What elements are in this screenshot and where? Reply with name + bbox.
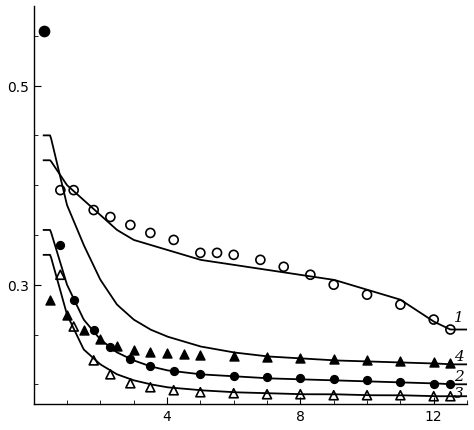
Point [127,380,134,387]
Point [256,257,264,264]
Point [213,250,221,257]
Point [90,207,98,214]
Point [107,344,114,351]
Point [263,374,271,381]
Point [80,326,88,333]
Text: 1: 1 [454,310,464,324]
Point [63,311,71,318]
Point [447,326,454,333]
Point [330,282,337,289]
Point [107,214,114,221]
Point [146,384,154,391]
Point [230,353,237,360]
Point [90,326,98,333]
Point [447,360,454,367]
Point [127,356,134,363]
Point [56,187,64,194]
Point [70,297,77,304]
Point [307,272,314,279]
Point [146,349,154,356]
Point [430,359,438,366]
Point [56,242,64,249]
Point [170,368,177,375]
Point [430,316,438,323]
Point [363,292,371,298]
Point [330,376,337,383]
Point [46,297,54,304]
Point [297,391,304,398]
Point [280,264,288,270]
Text: 2: 2 [454,369,464,384]
Point [297,375,304,382]
Point [170,237,177,244]
Point [447,393,454,400]
Point [197,371,204,378]
Point [97,336,104,343]
Point [330,356,337,363]
Point [430,381,438,388]
Text: 3: 3 [454,386,464,400]
Point [397,358,404,365]
Text: 4: 4 [454,350,464,363]
Point [197,352,204,359]
Point [180,351,188,358]
Point [70,187,77,194]
Point [113,343,121,350]
Point [263,354,271,361]
Point [397,379,404,386]
Point [363,392,371,399]
Point [107,371,114,378]
Point [127,222,134,229]
Point [330,392,337,399]
Point [146,363,154,370]
Point [70,323,77,330]
Point [430,393,438,400]
Point [397,301,404,308]
Point [56,272,64,279]
Point [447,381,454,388]
Point [90,357,98,364]
Point [163,350,171,357]
Point [230,373,237,380]
Point [170,387,177,394]
Point [363,357,371,364]
Point [230,252,237,259]
Point [130,347,137,354]
Point [263,391,271,398]
Point [40,28,47,35]
Point [197,250,204,257]
Point [197,389,204,396]
Point [363,377,371,384]
Point [297,355,304,362]
Point [146,230,154,237]
Point [397,392,404,399]
Point [230,390,237,397]
